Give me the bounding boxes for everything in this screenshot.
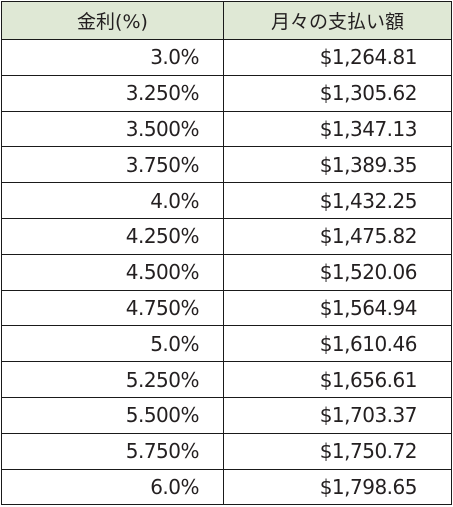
payment-cell: $1,750.72 [223,432,452,470]
payment-cell: $1,610.46 [223,325,452,363]
payment-cell: $1,703.37 [223,396,452,434]
table-row: 5.750% $1,750.72 [1,432,452,470]
payment-cell: $1,656.61 [223,361,452,398]
rate-cell: 4.250% [1,217,224,255]
payment-cell: $1,264.81 [223,39,452,76]
table-row: 5.250% $1,656.61 [1,361,452,398]
table-row: 4.750% $1,564.94 [1,289,452,327]
table-row: 5.0% $1,610.46 [1,325,452,363]
payment-cell: $1,475.82 [223,217,452,255]
table-row: 6.0% $1,798.65 [1,468,452,506]
payment-cell: $1,305.62 [223,74,452,112]
table-row: 5.500% $1,703.37 [1,396,452,434]
table-row: 4.0% $1,432.25 [1,182,452,219]
table-row: 3.0% $1,264.81 [1,39,452,76]
rate-cell: 3.750% [1,146,224,184]
table-row: 4.250% $1,475.82 [1,217,452,255]
table-body: 3.0% $1,264.81 3.250% $1,305.62 3.500% $… [1,39,452,506]
payment-cell: $1,347.13 [223,110,452,148]
rate-column-header: 金利(%) [1,1,224,40]
rate-cell: 4.750% [1,289,224,327]
header-row: 金利(%) 月々の支払い額 [1,1,452,40]
rate-cell: 5.0% [1,325,224,363]
payment-cell: $1,432.25 [223,182,452,219]
rate-cell: 6.0% [1,468,224,506]
payment-cell: $1,798.65 [223,468,452,506]
rate-cell: 3.500% [1,110,224,148]
payment-cell: $1,564.94 [223,289,452,327]
payment-cell: $1,520.06 [223,253,452,291]
rate-cell: 5.750% [1,432,224,470]
rate-cell: 5.250% [1,361,224,398]
payment-cell: $1,389.35 [223,146,452,184]
rate-cell: 4.500% [1,253,224,291]
table-row: 3.500% $1,347.13 [1,110,452,148]
rate-cell: 5.500% [1,396,224,434]
table-row: 3.750% $1,389.35 [1,146,452,184]
table-row: 4.500% $1,520.06 [1,253,452,291]
rate-cell: 3.250% [1,74,224,112]
rate-cell: 3.0% [1,39,224,76]
table-row: 3.250% $1,305.62 [1,74,452,112]
payment-column-header: 月々の支払い額 [223,1,452,40]
rate-cell: 4.0% [1,182,224,219]
